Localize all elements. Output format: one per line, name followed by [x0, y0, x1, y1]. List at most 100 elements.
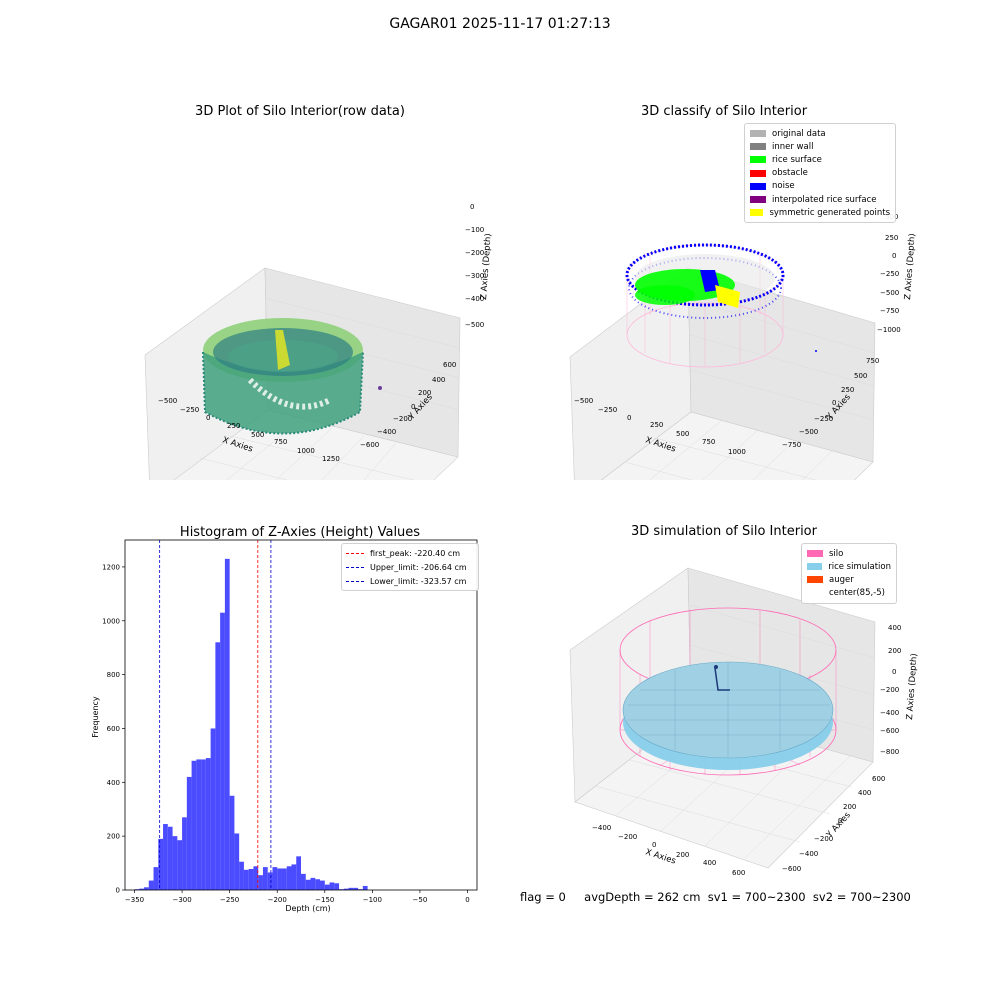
simulation-x-label: X Axies — [644, 847, 677, 866]
histogram-bar — [163, 824, 168, 890]
histogram-legend: first_peak: -220.40 cm Upper_limit: -206… — [341, 543, 479, 591]
classify-x-tick: 0 — [627, 414, 631, 422]
raw-x-tick: 750 — [274, 438, 287, 446]
raw-x-tick: 1250 — [322, 455, 340, 463]
histogram-x-label: Depth (cm) — [285, 904, 330, 913]
legend-item-lower-limit: Lower_limit: -323.57 cm — [346, 574, 474, 588]
histogram-bar — [144, 887, 149, 890]
histogram-bar — [315, 879, 321, 890]
simulation-3d-plot[interactable]: −400 −200 0 200 400 600 X Axies −600 −40… — [500, 540, 1000, 885]
raw-x-tick: −500 — [158, 397, 177, 405]
simulation-y-tick: 200 — [843, 803, 856, 811]
histogram-bar — [239, 861, 244, 890]
histogram-bar — [148, 880, 154, 890]
classify-legend: original data inner wall rice surface ob… — [744, 123, 896, 224]
simulation-panel-title: 3D simulation of Silo Interior — [631, 524, 817, 539]
classify-x-ticks: −500 −250 0 250 500 750 1000 — [574, 397, 746, 456]
legend-item-inner-wall: inner wall — [750, 140, 890, 153]
histogram-bar — [153, 867, 159, 890]
histogram-bar — [329, 882, 335, 890]
legend-line-blue — [346, 580, 364, 582]
histogram-title: Histogram of Z-Axies (Height) Values — [180, 525, 420, 540]
simulation-y-tick: −400 — [799, 850, 818, 858]
legend-item-obstacle: obstacle — [750, 167, 890, 180]
raw-z-tick: −400 — [465, 295, 484, 303]
legend-swatch-empty — [807, 590, 823, 597]
raw-z-tick: −500 — [465, 321, 484, 329]
histogram-bar — [296, 856, 301, 890]
simulation-y-tick: −200 — [814, 835, 833, 843]
histogram-y-tick-label: 400 — [107, 779, 120, 787]
histogram-y-tick-label: 0 — [116, 887, 120, 895]
legend-swatch — [750, 156, 766, 164]
simulation-x-tick: 400 — [703, 859, 716, 867]
histogram-x-ticks: −350 −300 −250 −200 −150 −100 −50 0 — [125, 890, 470, 904]
classify-x-tick: 1000 — [728, 448, 746, 456]
legend-item-symmetric-generated-points: symmetric generated points — [750, 206, 890, 219]
classify-floor-pane — [600, 411, 874, 480]
histogram-bar — [262, 867, 268, 890]
histogram-chart[interactable]: Histogram of Z-Axies (Height) Values Dep… — [0, 515, 500, 915]
classify-z-ticks: 500 250 0 −250 −500 −750 −1000 — [877, 213, 901, 334]
simulation-z-tick: −600 — [880, 727, 899, 735]
raw-x-tick: 0 — [206, 414, 210, 422]
simulation-z-tick: −800 — [880, 748, 899, 756]
simulation-x-tick: 0 — [652, 841, 656, 849]
histogram-bar — [362, 885, 368, 890]
legend-swatch — [807, 563, 823, 571]
histogram-bar — [324, 884, 330, 890]
simulation-z-tick: 200 — [888, 647, 901, 655]
histogram-bar — [286, 866, 292, 890]
raw-y-tick: 600 — [443, 361, 456, 369]
histogram-bar — [291, 864, 297, 890]
histogram-bar — [210, 728, 216, 890]
classify-z-tick: −1000 — [877, 326, 901, 334]
classify-3d-plot[interactable]: −500 −250 0 250 500 750 1000 X Axies −75… — [500, 120, 1000, 480]
simulation-y-tick: 400 — [858, 789, 871, 797]
raw-x-tick: 250 — [227, 422, 240, 430]
histogram-bar — [229, 795, 235, 890]
legend-line-blue — [346, 566, 364, 568]
legend-line-red — [346, 552, 364, 554]
status-footer: flag = 0 avgDepth = 262 cm sv1 = 700~230… — [520, 890, 911, 904]
classify-x-tick: 250 — [650, 421, 663, 429]
histogram-bar — [258, 875, 263, 890]
status-avg-depth: avgDepth = 262 cm sv1 = 700~2300 sv2 = 7… — [584, 890, 911, 904]
legend-item-interpolated-rice-surface: interpolated rice surface — [750, 193, 890, 206]
histogram-bar — [343, 888, 349, 890]
raw-3d-plot[interactable]: −500 −250 0 250 500 750 1000 1250 X Axie… — [0, 120, 500, 480]
histogram-bar — [224, 558, 230, 890]
simulation-y-label: Y Axies — [824, 810, 853, 841]
histogram-bar — [339, 889, 344, 890]
classify-z-tick: −250 — [880, 270, 899, 278]
histogram-bar — [186, 776, 192, 890]
histogram-y-tick-label: 1000 — [102, 617, 120, 625]
simulation-geometry — [619, 607, 837, 776]
raw-x-tick: 500 — [251, 431, 264, 439]
histogram-y-label: Frequency — [91, 696, 100, 738]
raw-y-ticks: −600 −400 −200 0 200 400 600 — [360, 361, 456, 449]
histogram-x-tick-label: −200 — [268, 896, 287, 904]
histogram-bar — [267, 872, 273, 890]
legend-swatch — [750, 196, 766, 204]
raw-x-tick: −250 — [180, 406, 199, 414]
legend-item-silo: silo — [807, 547, 891, 560]
histogram-bar — [177, 840, 183, 890]
histogram-x-tick-label: −350 — [125, 896, 144, 904]
raw-z-tick: −200 — [465, 249, 484, 257]
histogram-y-ticks: 0 200 400 600 800 1000 1200 — [102, 563, 125, 895]
classify-z-tick: −500 — [880, 289, 899, 297]
legend-swatch — [750, 130, 766, 138]
legend-swatch — [807, 550, 823, 558]
classify-point-cloud — [625, 243, 817, 368]
histogram-bar — [220, 612, 225, 890]
raw-point-cloud — [202, 318, 382, 435]
classify-z-tick: 0 — [892, 252, 896, 260]
raw-x-ticks: −500 −250 0 250 500 750 1000 1250 — [158, 397, 340, 463]
classify-y-tick: −250 — [814, 415, 833, 423]
histogram-y-tick-label: 600 — [107, 725, 120, 733]
figure-title: GAGAR01 2025-11-17 01:27:13 — [389, 16, 611, 32]
histogram-bar — [172, 836, 178, 890]
simulation-x-tick: −200 — [618, 833, 637, 841]
simulation-z-tick: 400 — [888, 624, 901, 632]
